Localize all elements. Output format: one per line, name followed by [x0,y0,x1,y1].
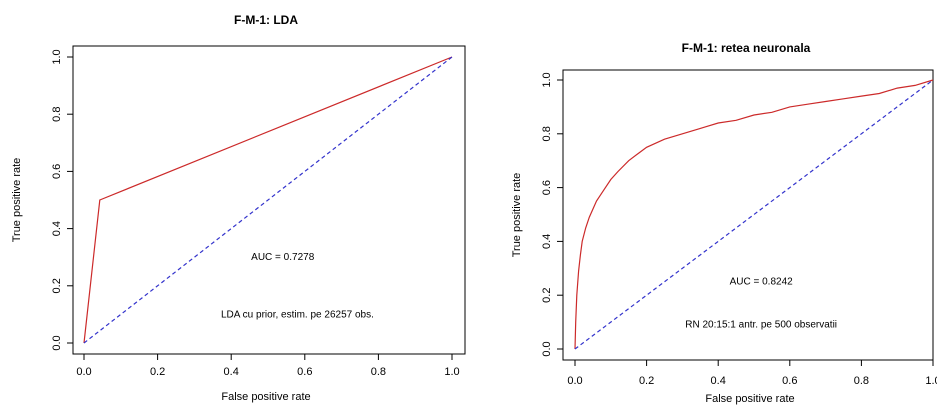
y-tick-label: 0.2 [51,278,63,293]
roc-chart-neural-network: F-M-1: retea neuronala 0.0 0.2 0.4 0.6 0.8 1.… [511,41,937,405]
x-axis-label: False positive rate [221,391,310,403]
model-note-annotation: LDA cu prior, estim. pe 26257 obs. [221,309,374,320]
plot-frame [72,45,466,355]
y-axis-label: True positive rate [11,158,23,243]
y-tick-label: 0.4 [51,221,63,236]
y-axis: 0.0 0.2 0.4 0.6 0.8 1.0 [541,72,563,357]
chart-title: F-M-1: LDA [234,13,298,27]
roc-chart-lda: F-M-1: LDA 0.0 0.2 0.4 0.6 0.8 1.0 0.00.20.40… [11,13,466,403]
series-layer [83,56,453,344]
x-tick-label: 0.2 [150,366,165,378]
x-tick-label: 1.0 [925,375,937,387]
x-tick-label: 0.6 [297,366,312,378]
auc-annotation: AUC = 0.7278 [251,252,315,263]
annotation-layer: AUC = 0.7278 LDA cu prior, estim. pe 2625… [221,252,374,320]
y-tick-label: 0.8 [51,107,63,122]
model-note-annotation: RN 20:15:1 antr. pe 500 observatii [685,319,837,330]
y-tick-label: 0.8 [541,126,553,141]
x-tick-label: 0.8 [854,375,869,387]
diagonal-reference-line [83,56,453,344]
series-layer [574,79,934,350]
x-axis: 0.0 0.2 0.4 0.6 0.8 1.0 [567,360,937,387]
y-tick-label: 1.0 [51,49,63,64]
y-tick-label: 0.2 [541,288,553,303]
y-tick-label: 0.6 [51,164,63,179]
x-tick-label: 0.8 [371,366,386,378]
x-tick-label: 0.2 [639,375,654,387]
chart-title: F-M-1: retea neuronala [682,41,811,55]
y-tick-label: 0.0 [541,341,553,356]
roc-curve [574,79,934,350]
y-tick-label: 0.4 [541,234,553,249]
annotation-layer: AUC = 0.8242 RN 20:15:1 antr. pe 500 obse… [685,276,837,330]
y-tick-label: 1.0 [541,72,553,87]
y-tick-label: 0.0 [51,335,63,350]
x-tick-label: 0.0 [76,366,91,378]
diagonal-reference-line [574,79,934,350]
x-tick-label: 1.0 [444,366,459,378]
y-axis: 0.0 0.2 0.4 0.6 0.8 1.0 [51,49,73,351]
x-tick-label: 0.4 [711,375,726,387]
x-tick-label: 0.4 [224,366,239,378]
auc-annotation: AUC = 0.8242 [730,276,794,287]
x-axis-label: False positive rate [705,393,794,405]
y-tick-label: 0.6 [541,180,553,195]
x-tick-label: 0.6 [782,375,797,387]
y-axis-label: True positive rate [511,173,523,258]
x-tick-label: 0.0 [567,375,582,387]
plot-frame [562,69,934,361]
x-axis: 0.0 0.2 0.4 0.6 0.8 1.0 [76,354,460,378]
roc-curve [83,56,453,344]
